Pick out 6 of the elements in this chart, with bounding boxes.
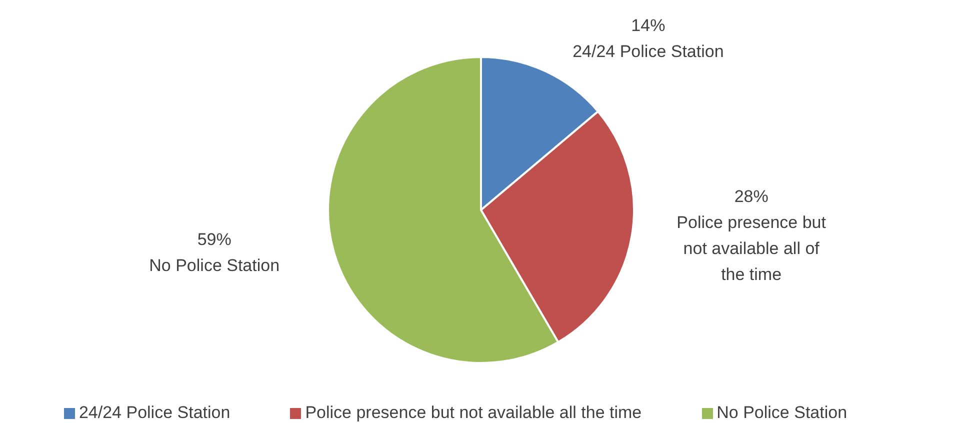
data-label: 59% No Police Station: [149, 230, 280, 275]
legend-label: Police presence but not available all the time: [305, 403, 642, 422]
data-label: 28% Police presence but not available all of the time: [676, 187, 826, 284]
data-label: 14% 24/24 Police Station: [572, 16, 724, 62]
legend-label: No Police Station: [716, 403, 848, 422]
legend-label: 24/24 Police Station: [78, 403, 230, 422]
